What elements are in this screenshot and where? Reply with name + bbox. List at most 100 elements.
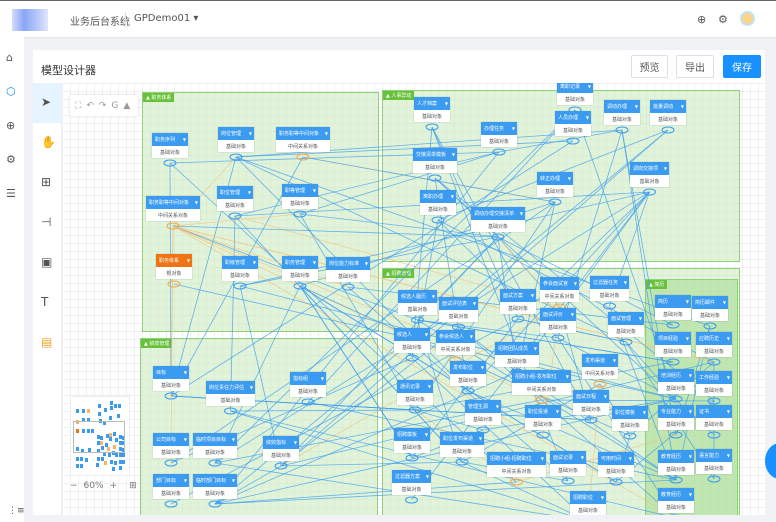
- model-node[interactable]: 指标组基础对象: [290, 372, 326, 397]
- model-node[interactable]: 职务职等中间对象中间关系对象: [276, 127, 330, 152]
- model-node[interactable]: 面试评价基础对象: [540, 308, 576, 333]
- minimap-viewport[interactable]: [73, 421, 125, 453]
- node-title[interactable]: 调动办理交接清单: [471, 207, 525, 220]
- relationship-line[interactable]: [414, 201, 556, 411]
- zoom-out-button[interactable]: −: [70, 481, 78, 491]
- model-node[interactable]: 过滤器任务基础对象: [590, 276, 629, 301]
- anchor-point[interactable]: [703, 322, 717, 330]
- model-node[interactable]: 职位管理基础对象: [217, 186, 253, 211]
- anchor-point[interactable]: [561, 477, 575, 485]
- anchor-point[interactable]: [661, 126, 675, 134]
- node-title[interactable]: 职位管理: [217, 186, 253, 199]
- assistant-float-button[interactable]: [765, 443, 776, 479]
- relationship-line[interactable]: [299, 151, 500, 215]
- node-title[interactable]: 发布渠道: [582, 354, 618, 367]
- model-node[interactable]: 职位投递基础对象: [525, 405, 561, 430]
- model-node[interactable]: 招聘小组-招聘职位中间关系对象: [487, 452, 546, 477]
- home-icon[interactable]: ⌂: [6, 51, 13, 64]
- node-title[interactable]: 职务职等中间对象: [146, 196, 200, 209]
- model-node[interactable]: 证书基础对象: [696, 405, 732, 430]
- anchor-point[interactable]: [341, 283, 355, 291]
- frame-icon[interactable]: ▣: [41, 255, 53, 269]
- relationship-line[interactable]: [307, 109, 576, 403]
- anchor-point[interactable]: [224, 407, 237, 415]
- model-node[interactable]: 简历基础对象: [655, 295, 691, 320]
- node-title[interactable]: 过滤器方案: [392, 470, 431, 483]
- node-title[interactable]: 招聘模板: [394, 428, 430, 441]
- model-node[interactable]: 岗位管理基础对象: [218, 127, 254, 152]
- project-selector[interactable]: GPDemo01 ▾: [134, 13, 199, 24]
- model-node[interactable]: 面试记录基础对象: [550, 451, 586, 476]
- anchor-point[interactable]: [428, 174, 442, 182]
- model-node[interactable]: 发布职位基础对象: [450, 361, 486, 386]
- model-node[interactable]: 职务管理基础对象: [282, 256, 318, 281]
- node-title[interactable]: 岗位责任力评估: [206, 381, 255, 394]
- model-node[interactable]: 候选人基础对象: [394, 328, 430, 353]
- node-title[interactable]: 参会候选人: [436, 330, 475, 343]
- model-node[interactable]: 离职记录基础对象: [557, 83, 593, 105]
- anchor-point[interactable]: [492, 148, 506, 156]
- globe-icon[interactable]: ⊕: [6, 119, 16, 132]
- anchor-point[interactable]: [619, 338, 633, 346]
- node-title[interactable]: 发布职位: [450, 361, 486, 374]
- relationship-line[interactable]: [541, 399, 715, 402]
- model-node[interactable]: 调岗交接项基础对象: [630, 162, 669, 187]
- model-node[interactable]: 参会候选人中间关系对象: [436, 330, 475, 355]
- node-title[interactable]: 交接清单模板: [413, 148, 457, 161]
- node-title[interactable]: 职级管理: [222, 256, 258, 269]
- anchor-point[interactable]: [548, 198, 562, 206]
- node-title[interactable]: 管理生源: [465, 400, 501, 413]
- list-icon[interactable]: ☰: [6, 187, 16, 200]
- redo-icon[interactable]: ↷: [98, 100, 107, 111]
- anchor-point[interactable]: [669, 431, 683, 439]
- node-title[interactable]: 语言能力: [696, 449, 732, 462]
- anchor-point[interactable]: [669, 476, 683, 484]
- model-node[interactable]: 公司目标基础对象: [153, 433, 189, 458]
- anchor-point[interactable]: [411, 316, 424, 324]
- model-node[interactable]: 职务序列基础对象: [152, 133, 188, 158]
- anchor-point[interactable]: [707, 397, 721, 405]
- node-title[interactable]: 调动办理: [604, 100, 640, 113]
- connector-icon[interactable]: ⊣: [41, 215, 52, 229]
- undo-icon[interactable]: ↶: [86, 100, 94, 111]
- model-node[interactable]: 人员办理基础对象: [555, 111, 591, 136]
- model-node[interactable]: 调动办理交接清单基础对象: [471, 207, 525, 232]
- gear-icon[interactable]: ⚙: [718, 13, 728, 26]
- anchor-point[interactable]: [431, 216, 445, 224]
- node-title[interactable]: 部门目标: [153, 474, 189, 487]
- node-title[interactable]: 职等管理: [282, 184, 318, 197]
- model-node[interactable]: 职位模板基础对象: [612, 406, 648, 431]
- anchor-point[interactable]: [609, 478, 623, 486]
- node-title[interactable]: 转正办理: [537, 172, 573, 185]
- gear-icon[interactable]: ⚙: [6, 153, 16, 166]
- anchor-point[interactable]: [615, 126, 629, 134]
- node-title[interactable]: 离职办理: [420, 190, 456, 203]
- node-title[interactable]: 职位发布渠道: [440, 432, 484, 445]
- model-node[interactable]: 招聘模板基础对象: [394, 428, 430, 453]
- relationship-line[interactable]: [172, 213, 301, 227]
- model-node[interactable]: 绩效指标基础对象: [263, 436, 299, 461]
- preview-button[interactable]: 预览: [631, 55, 668, 78]
- node-title[interactable]: 批量调动: [650, 100, 686, 113]
- node-title[interactable]: 过滤器任务: [590, 276, 629, 289]
- node-title[interactable]: 招聘职位: [570, 491, 606, 504]
- node-title[interactable]: 招聘团队成员: [495, 342, 539, 355]
- anchor-point[interactable]: [536, 431, 550, 439]
- model-node[interactable]: 通讯记录基础对象: [397, 380, 433, 405]
- relationship-line[interactable]: [411, 357, 588, 515]
- anchor-point[interactable]: [293, 282, 307, 290]
- relationship-line[interactable]: [299, 213, 499, 238]
- node-title[interactable]: 职务序列: [152, 133, 188, 146]
- anchor-point[interactable]: [208, 459, 222, 467]
- anchor-point[interactable]: [593, 380, 607, 388]
- node-title[interactable]: 招聘小组-发布职位: [512, 370, 571, 383]
- anchor-point[interactable]: [405, 496, 418, 504]
- node-title[interactable]: 面试管理: [608, 312, 644, 325]
- anchor-point[interactable]: [666, 321, 680, 329]
- save-button[interactable]: 保存: [723, 55, 761, 78]
- reset-icon[interactable]: G: [111, 100, 119, 111]
- node-title[interactable]: 公司目标: [153, 433, 189, 446]
- model-node[interactable]: 教育经历基础对象: [658, 488, 694, 513]
- node-title[interactable]: 调岗交接项: [630, 162, 669, 175]
- model-node[interactable]: 面试管理基础对象: [608, 312, 644, 337]
